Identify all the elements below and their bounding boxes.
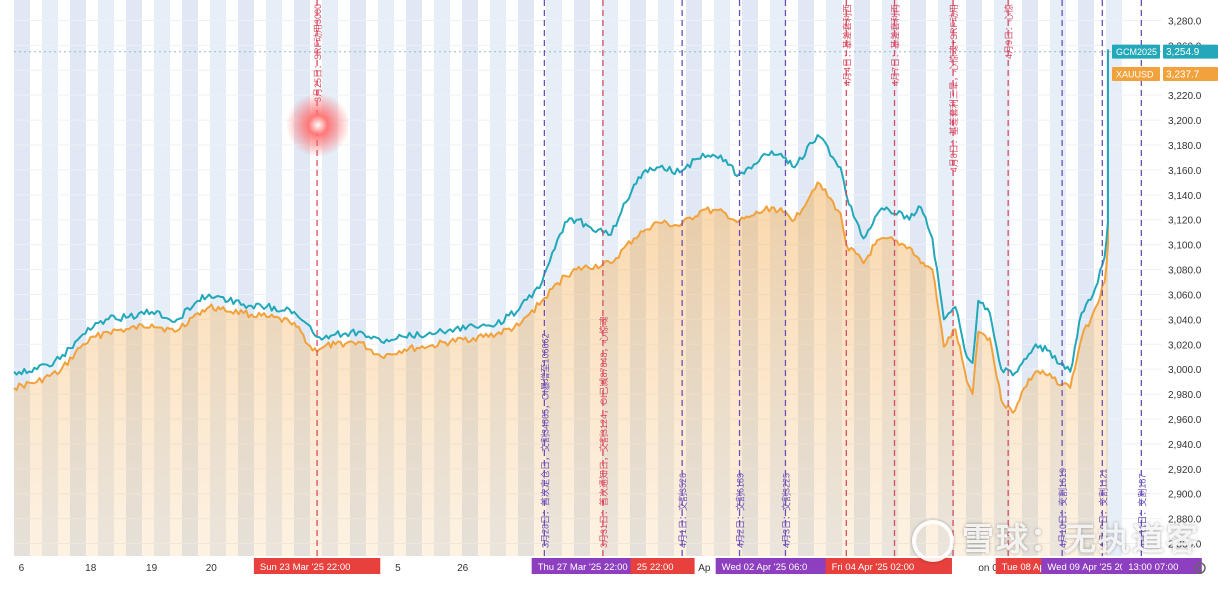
y-tick-label: 3,080.0 — [1168, 266, 1202, 277]
x-tick-label: 18 — [85, 563, 97, 574]
annotation-label: 3月31日：首次通知日，交割3124，OI已减87848，心惊魂 — [598, 316, 609, 548]
series-name-label: GCM2025 — [1116, 47, 1157, 57]
y-tick-label: 2,920.0 — [1168, 465, 1202, 476]
y-tick-label: 2,860.0 — [1168, 540, 1202, 551]
snowball-logo-icon — [911, 520, 954, 562]
settings-icon[interactable] — [1194, 562, 1206, 574]
xauusd-area-fill — [14, 72, 1108, 557]
last-value-labels: GCM2025 3,254.9 XAUUSD 3,237.7 — [1112, 44, 1218, 82]
y-tick-label: 3,160.0 — [1168, 166, 1202, 177]
x-tick-label: 6 — [19, 563, 25, 574]
x-highlight-label: Sun 23 Mar '25 22:00 — [260, 562, 351, 573]
gcm2025-line — [13, 49, 1109, 377]
x-highlight-label: Wed 02 Apr '25 06:0 — [722, 562, 808, 573]
annotation-label: 4月9日：心惊 — [1003, 4, 1014, 59]
y-axis: 2,860.0 2,880.0 2,900.0 2,920.0 2,940.0 2,960… — [1162, 0, 1218, 584]
annotation-label: 4月4日：基差套利西 — [841, 4, 852, 86]
y-tick-label: 3,280.0 — [1168, 16, 1202, 27]
annotation-label: 4月11日：交割187 — [1136, 474, 1147, 548]
y-tick-label: 2,960.0 — [1168, 415, 1202, 426]
y-tick-label: 3,000.0 — [1168, 365, 1202, 376]
y-tick-label: 3,100.0 — [1168, 241, 1202, 252]
x-highlight-badge — [531, 558, 659, 574]
x-tick-label: 5 — [395, 563, 401, 574]
y-tick-label: 3,020.0 — [1168, 340, 1202, 351]
x-highlight-label: Tue 08 Apr — [1002, 562, 1048, 573]
x-highlight-label: Thu 27 Mar '25 22:00 — [538, 562, 628, 573]
annotation-label: 4月3日：交割3225 — [780, 473, 791, 548]
x-tick-label: Ap — [698, 563, 711, 574]
watermark: 雪球：无执道客 — [911, 514, 1200, 562]
annotation-label: 3月28日：首次定仓日，交割34865，OI暴增至106662 — [539, 333, 550, 548]
xauusd-line — [13, 71, 1109, 414]
session-band — [1106, 0, 1122, 556]
x-tick-label: 19 — [146, 563, 158, 574]
cursor-highlight-icon — [286, 93, 350, 157]
x-highlight-badge — [715, 558, 837, 574]
annotation-label: 4月7日：基差套利再 — [890, 4, 901, 86]
x-highlight-label: 25 22:00 — [637, 562, 674, 573]
y-tick-label: 3,180.0 — [1168, 141, 1202, 152]
annotation-label: 4月10日：交割1619 — [1057, 468, 1068, 548]
x-highlight-label: 13:00 07:00 — [1128, 562, 1178, 573]
annotation-label: 4月1日：交割3526 — [677, 473, 688, 548]
y-tick-label: 3,040.0 — [1168, 315, 1202, 326]
last-value-badge — [1163, 44, 1218, 59]
y-tick-label: 3,120.0 — [1168, 216, 1202, 227]
series-lines — [13, 49, 1162, 414]
y-tick-label: 2,980.0 — [1168, 390, 1202, 401]
last-value-label: 3,237.7 — [1166, 70, 1200, 81]
y-tick-label: 3,140.0 — [1168, 191, 1202, 202]
y-axis-background — [1162, 0, 1218, 584]
y-tick-label: 3,200.0 — [1168, 116, 1202, 127]
y-tick-label: 2,940.0 — [1168, 440, 1202, 451]
last-value-badge — [1163, 67, 1218, 82]
annotation-lines: 3月25日：SRF动用3000 3月28日：首次定仓日，交割34865，OI暴增至… — [313, 0, 1147, 556]
x-highlight-badge — [630, 558, 695, 574]
y-tick-label: 3,220.0 — [1168, 91, 1202, 102]
x-highlight-badge — [253, 558, 381, 574]
y-tick-label: 3,060.0 — [1168, 290, 1202, 301]
xauusd-area — [14, 72, 1108, 557]
y-tick-label: 2,900.0 — [1168, 490, 1202, 501]
series-name-badge — [1112, 67, 1160, 82]
series-name-badge — [1112, 44, 1160, 59]
annotation-label: 4月2日：交割6189 — [735, 473, 746, 548]
annotation-label: 4月8日：基差套利三晕，心惊魂+SRF动用 — [948, 4, 959, 172]
series-name-label: XAUUSD — [1116, 70, 1154, 80]
watermark-text: 雪球：无执道客 — [961, 520, 1200, 558]
x-highlight-label: Fri 04 Apr '25 02:00 — [832, 562, 915, 573]
x-tick-label: 26 — [457, 563, 469, 574]
x-highlight-label: Wed 09 Apr '25 20:00 — [1047, 562, 1138, 573]
annotation-label: 3月25日：SRF动用3000 — [313, 4, 323, 102]
x-highlight-badge — [825, 558, 952, 574]
annotation-label: 4月10日：交割1121 — [1097, 469, 1108, 548]
x-highlight-badge — [1122, 558, 1202, 574]
y-tick-label: 2,880.0 — [1168, 515, 1202, 526]
x-tick-label: 20 — [206, 563, 218, 574]
last-value-label: 3,254.9 — [1166, 47, 1200, 58]
